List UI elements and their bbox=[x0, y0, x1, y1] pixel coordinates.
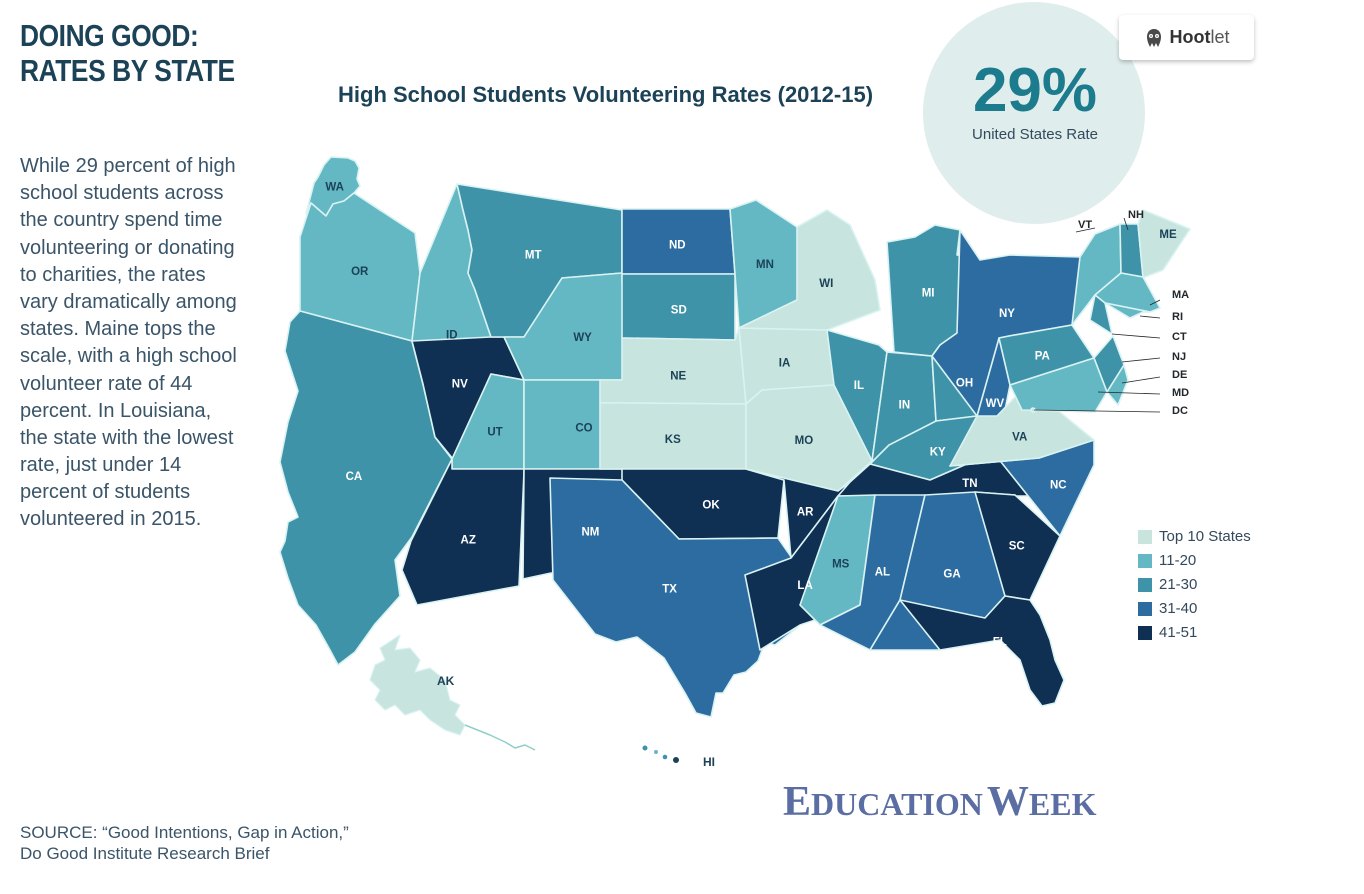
svg-text:NH: NH bbox=[1128, 209, 1144, 221]
svg-text:IN: IN bbox=[899, 400, 911, 412]
svg-text:MT: MT bbox=[525, 250, 542, 262]
svg-text:FL: FL bbox=[993, 637, 1007, 649]
svg-text:ID: ID bbox=[446, 330, 458, 342]
svg-text:UT: UT bbox=[487, 427, 502, 439]
svg-text:MI: MI bbox=[922, 287, 935, 299]
svg-text:OH: OH bbox=[956, 377, 973, 389]
svg-text:MA: MA bbox=[1172, 289, 1189, 301]
svg-text:AZ: AZ bbox=[461, 534, 476, 546]
svg-text:NM: NM bbox=[581, 526, 599, 538]
svg-text:KY: KY bbox=[930, 447, 946, 459]
svg-text:WI: WI bbox=[819, 278, 833, 290]
svg-text:SC: SC bbox=[1009, 540, 1025, 552]
svg-text:WA: WA bbox=[325, 182, 344, 194]
svg-text:NJ: NJ bbox=[1172, 351, 1186, 363]
svg-text:WV: WV bbox=[986, 398, 1005, 410]
svg-text:OR: OR bbox=[351, 266, 369, 278]
svg-text:MS: MS bbox=[832, 558, 850, 570]
svg-text:TX: TX bbox=[662, 583, 677, 595]
svg-text:TN: TN bbox=[962, 478, 977, 490]
svg-text:CA: CA bbox=[346, 471, 363, 483]
svg-text:VA: VA bbox=[1012, 432, 1027, 444]
svg-text:KS: KS bbox=[665, 434, 681, 446]
svg-text:MO: MO bbox=[795, 435, 814, 447]
svg-text:OK: OK bbox=[702, 499, 720, 511]
svg-text:NY: NY bbox=[999, 308, 1015, 320]
svg-text:AR: AR bbox=[797, 507, 814, 519]
svg-text:MN: MN bbox=[756, 259, 774, 271]
svg-text:IL: IL bbox=[854, 380, 864, 392]
svg-text:DE: DE bbox=[1172, 369, 1187, 381]
svg-text:DC: DC bbox=[1172, 405, 1188, 417]
svg-text:LA: LA bbox=[797, 580, 812, 592]
svg-text:NV: NV bbox=[452, 379, 468, 391]
svg-text:HI: HI bbox=[703, 755, 715, 769]
svg-text:CT: CT bbox=[1172, 331, 1187, 343]
svg-text:WY: WY bbox=[573, 332, 592, 344]
svg-text:AK: AK bbox=[437, 674, 455, 688]
svg-text:SD: SD bbox=[671, 305, 687, 317]
svg-text:GA: GA bbox=[943, 569, 960, 581]
svg-text:PA: PA bbox=[1035, 351, 1050, 363]
svg-text:ME: ME bbox=[1159, 229, 1177, 241]
svg-text:RI: RI bbox=[1172, 311, 1183, 323]
svg-text:NE: NE bbox=[670, 371, 686, 383]
svg-text:NC: NC bbox=[1050, 480, 1067, 492]
svg-text:ND: ND bbox=[669, 240, 686, 252]
svg-text:AL: AL bbox=[875, 566, 890, 578]
svg-text:CO: CO bbox=[575, 423, 592, 435]
svg-text:IA: IA bbox=[779, 357, 791, 369]
svg-text:MD: MD bbox=[1172, 387, 1189, 399]
